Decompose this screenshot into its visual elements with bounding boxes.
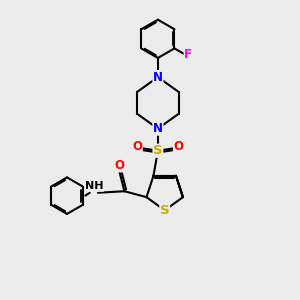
Text: N: N xyxy=(153,122,163,135)
Text: O: O xyxy=(132,140,142,153)
Text: F: F xyxy=(184,48,192,61)
Text: S: S xyxy=(153,144,163,157)
Text: S: S xyxy=(160,205,169,218)
Text: N: N xyxy=(153,70,163,84)
Text: O: O xyxy=(173,140,184,153)
Text: O: O xyxy=(114,159,124,172)
Text: NH: NH xyxy=(85,181,104,191)
